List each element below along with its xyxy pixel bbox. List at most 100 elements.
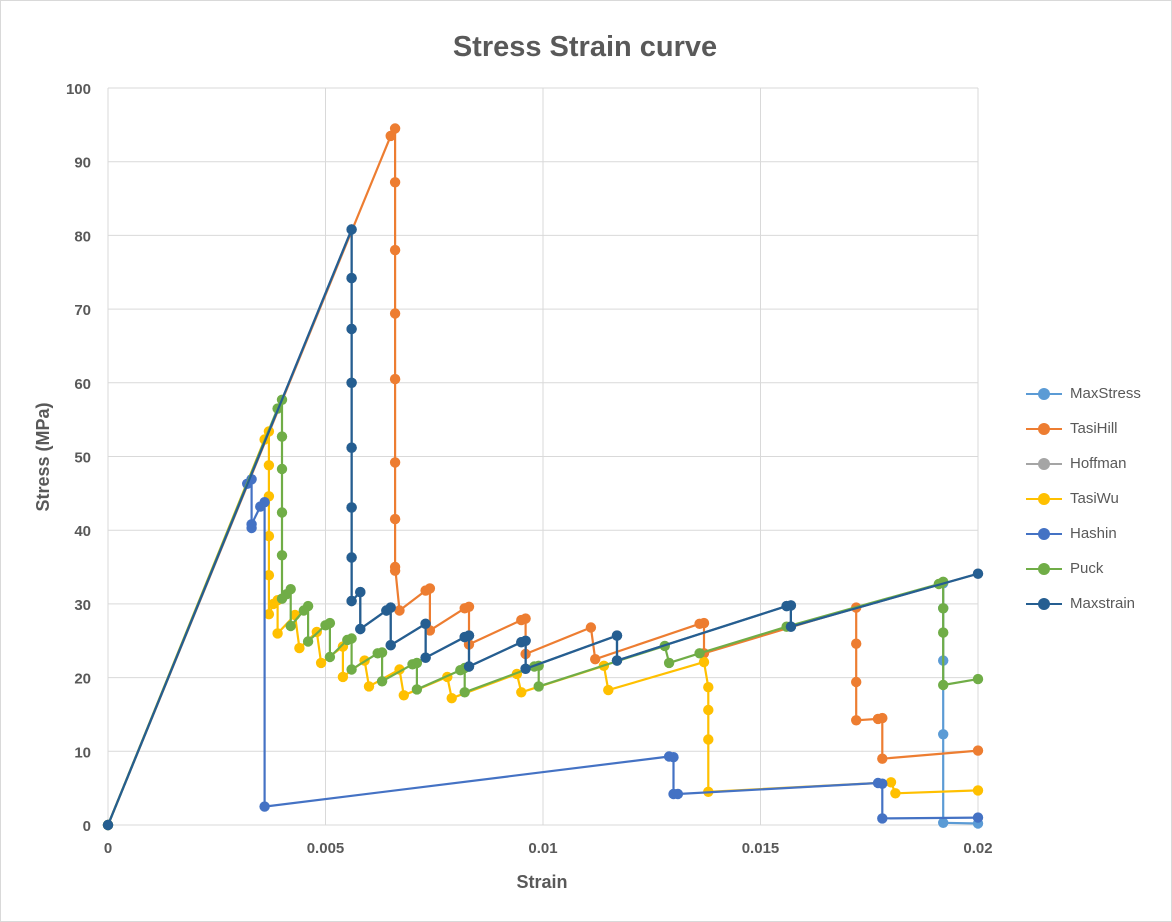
data-point xyxy=(376,676,388,687)
data-point xyxy=(885,777,897,788)
x-axis-label: Strain xyxy=(516,872,567,892)
chart-title: Stress Strain curve xyxy=(453,31,717,63)
data-point xyxy=(611,655,623,666)
data-point xyxy=(585,622,597,633)
legend-swatch xyxy=(1026,562,1062,575)
x-tick-label: 0 xyxy=(104,840,112,857)
x-tick-label: 0.01 xyxy=(528,840,557,857)
data-point xyxy=(420,618,431,629)
y-tick-label: 70 xyxy=(74,302,91,319)
data-point xyxy=(276,463,288,475)
data-point xyxy=(877,778,888,789)
data-point xyxy=(389,561,401,573)
x-tick-label: 0.02 xyxy=(963,840,992,857)
y-axis-label: Stress (MPa) xyxy=(33,402,53,511)
data-point xyxy=(851,676,862,688)
data-point xyxy=(785,621,797,632)
y-tick-label: 80 xyxy=(74,228,91,245)
data-point xyxy=(346,633,357,644)
data-point xyxy=(972,745,984,756)
data-point xyxy=(877,753,888,764)
data-point xyxy=(389,123,401,134)
data-point xyxy=(668,752,679,763)
y-tick-label: 50 xyxy=(74,450,91,467)
data-point xyxy=(463,630,475,641)
data-point xyxy=(259,801,270,812)
legend-swatch xyxy=(1026,492,1062,505)
grid-layer xyxy=(107,87,979,826)
legend-label: TasiWu xyxy=(1070,490,1119,507)
data-point xyxy=(389,457,401,468)
data-point xyxy=(363,681,375,692)
data-point xyxy=(263,460,275,471)
y-tick-label: 20 xyxy=(74,671,91,688)
legend-swatch xyxy=(1026,597,1062,610)
data-point xyxy=(394,605,405,616)
y-tick-label: 0 xyxy=(83,818,91,835)
data-point xyxy=(263,609,275,620)
data-point xyxy=(938,729,949,740)
data-point xyxy=(102,819,114,831)
data-point xyxy=(346,272,357,284)
data-point xyxy=(890,788,901,799)
data-point xyxy=(516,687,527,698)
data-point xyxy=(398,690,409,701)
data-point xyxy=(324,617,336,629)
data-point xyxy=(520,613,531,624)
legend-swatch xyxy=(1026,422,1062,435)
data-point xyxy=(302,600,314,612)
data-point xyxy=(337,671,349,683)
data-point xyxy=(424,583,436,594)
legend-item-tasihill: TasiHill xyxy=(1026,411,1166,446)
data-point xyxy=(346,664,357,675)
legend-swatch xyxy=(1026,387,1062,400)
data-point xyxy=(276,431,288,442)
data-point xyxy=(389,177,401,188)
data-point xyxy=(272,628,283,639)
data-point xyxy=(672,788,684,800)
y-tick-label: 90 xyxy=(74,155,91,172)
data-point xyxy=(590,654,601,665)
legend-swatch xyxy=(1026,457,1062,470)
data-point xyxy=(389,244,401,256)
data-point xyxy=(785,600,797,611)
data-point xyxy=(389,513,401,525)
data-point xyxy=(703,704,714,716)
series-layer xyxy=(102,123,984,831)
data-point xyxy=(463,661,475,672)
data-point xyxy=(346,323,357,335)
legend-item-hoffman: Hoffman xyxy=(1026,446,1166,481)
data-point xyxy=(285,584,296,595)
data-point xyxy=(851,638,862,649)
legend-item-hashin: Hashin xyxy=(1026,516,1166,551)
series-maxstrain xyxy=(102,224,984,831)
legend-item-tasiwu: TasiWu xyxy=(1026,481,1166,516)
data-point xyxy=(938,627,949,638)
data-point xyxy=(938,603,949,614)
data-point xyxy=(520,635,531,646)
legend-item-puck: Puck xyxy=(1026,551,1166,586)
data-point xyxy=(420,652,431,663)
legend-swatch xyxy=(1026,527,1062,540)
data-point xyxy=(663,657,675,669)
series-line xyxy=(106,127,979,826)
data-point xyxy=(315,657,327,669)
data-point xyxy=(972,812,984,823)
data-point xyxy=(346,224,357,235)
data-point xyxy=(694,648,705,659)
legend-item-maxstrain: Maxstrain xyxy=(1026,586,1166,621)
data-point xyxy=(285,620,296,632)
data-point xyxy=(385,602,396,613)
legend-label: Hoffman xyxy=(1070,455,1127,472)
legend-label: TasiHill xyxy=(1070,420,1118,437)
data-point xyxy=(698,656,710,668)
data-point xyxy=(294,642,305,654)
data-point xyxy=(446,693,457,704)
x-tick-label: 0.005 xyxy=(307,840,345,857)
data-point xyxy=(263,570,275,581)
data-point xyxy=(972,568,984,579)
data-point xyxy=(703,682,714,693)
y-tick-label: 10 xyxy=(74,744,91,761)
